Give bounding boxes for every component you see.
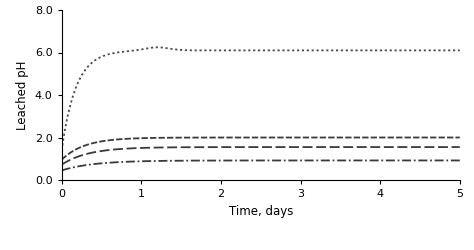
Y-axis label: Leached pH: Leached pH: [16, 60, 29, 130]
X-axis label: Time, days: Time, days: [228, 204, 293, 218]
